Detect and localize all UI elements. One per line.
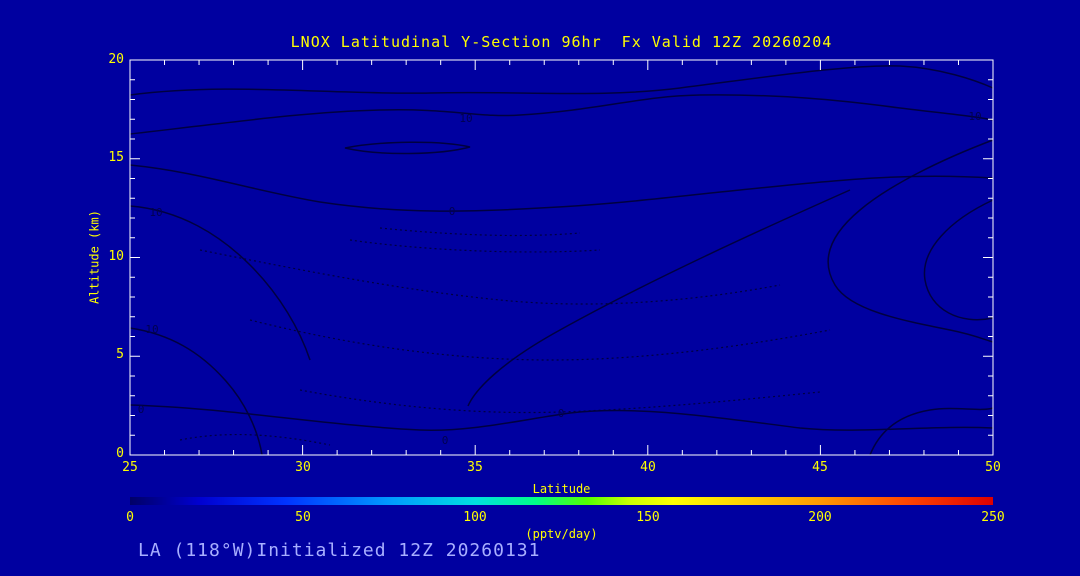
colorbar-tick-label: 200 [808,510,832,525]
contour-line [129,404,994,431]
colorbar [130,497,993,505]
x-tick-label: 25 [122,460,138,475]
contour-line-dotted [349,239,601,253]
contour-line [129,205,311,361]
x-axis-label: Latitude [532,482,591,496]
contour-labels: 10 10 0 10 0 0 10 0 [138,110,982,447]
y-tick-label: 15 [108,150,124,165]
contour-line [129,327,263,456]
contour-label: 0 [558,407,565,420]
axis-ticks [129,59,994,456]
colorbar-tick-label: 50 [295,510,311,525]
contour-label: 10 [149,206,162,219]
colorbar-tick-label: 0 [126,510,134,525]
y-tick-label: 10 [108,249,124,264]
contour-line [467,189,851,407]
y-tick-label: 20 [108,52,124,67]
x-tick-label: 35 [467,460,483,475]
colorbar-tick-label: 100 [463,510,487,525]
x-tick-label: 30 [295,460,311,475]
contour-line-dotted [379,227,581,237]
contour-label: 10 [968,110,981,123]
x-tick-label: 45 [812,460,828,475]
contour-line-dotted [179,433,331,446]
y-tick-label: 5 [116,347,124,362]
contour-line [129,94,994,135]
contour-label: 10 [145,323,158,336]
contour-line [869,407,994,456]
colorbar-tick-label: 150 [636,510,660,525]
contour-line-dotted [199,249,781,305]
y-axis-label: Altitude (km) [87,210,102,304]
y-tick-label: 0 [116,446,124,461]
colorbar-units-label: (pptv/day) [525,527,598,541]
contour-lines [129,65,994,456]
contour-line [129,164,994,212]
contour-line [923,199,994,321]
x-tick-label: 50 [985,460,1001,475]
contour-line [344,141,471,155]
contour-line [129,65,994,96]
contour-label: 0 [442,434,449,447]
contour-line-dotted [249,319,831,361]
initialization-annotation: LA (118°W)Initialized 12Z 20260131 [138,540,541,561]
contour-label: 10 [459,112,472,125]
x-tick-label: 40 [640,460,656,475]
contour-line-dotted [299,389,821,414]
contour-label: 0 [449,205,456,218]
colorbar-tick-label: 250 [981,510,1005,525]
plot-title: LNOX Latitudinal Y-Section 96hr Fx Valid… [290,33,833,51]
contour-label: 0 [138,403,145,416]
contour-line [827,139,994,343]
